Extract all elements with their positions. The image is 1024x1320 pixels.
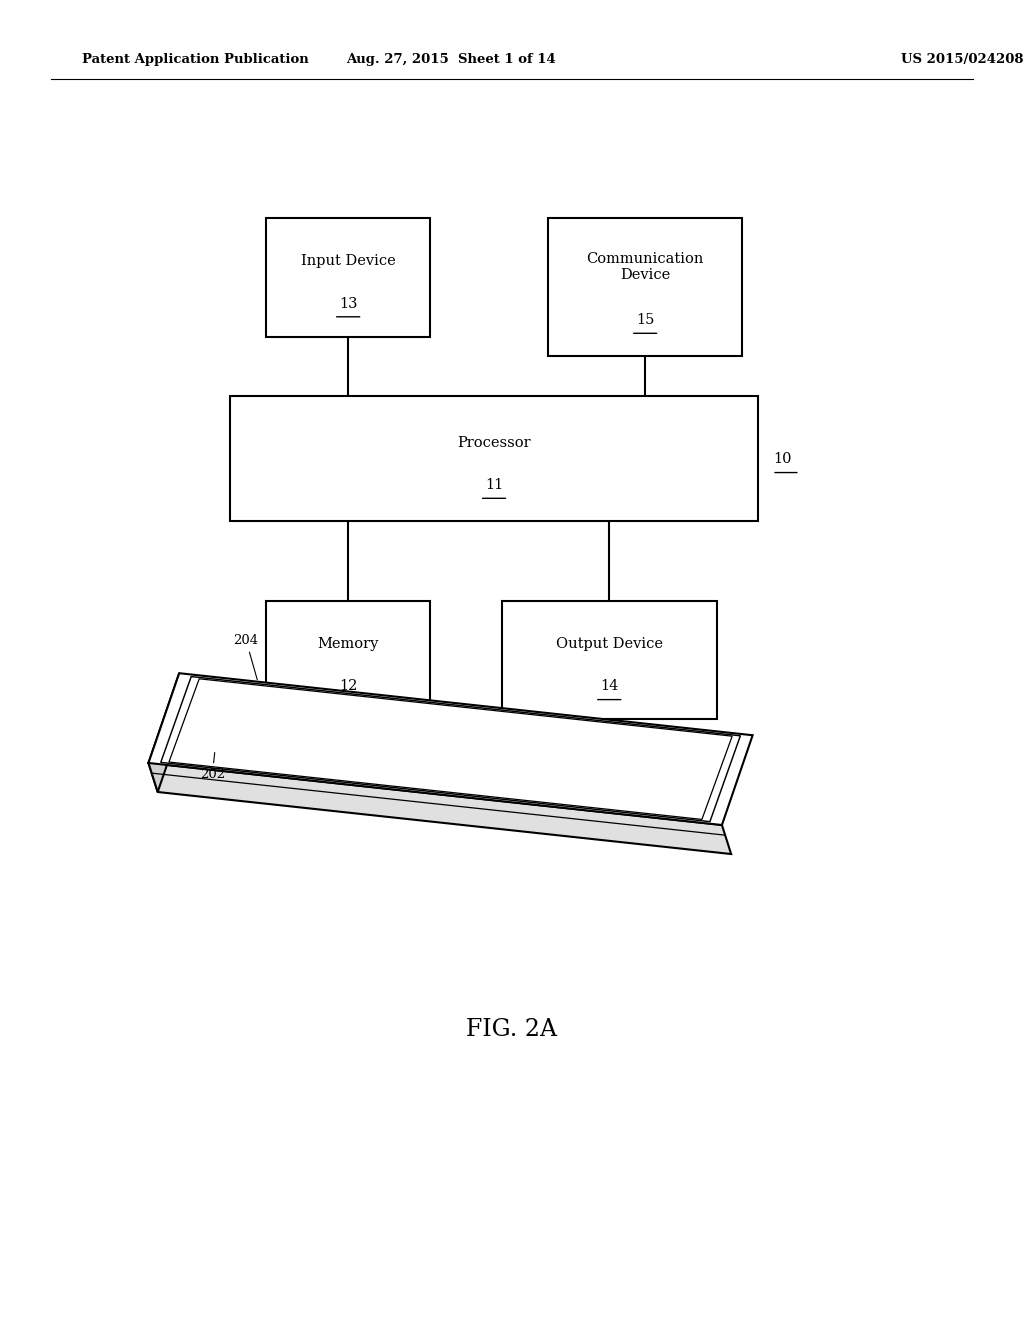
Polygon shape (148, 673, 188, 792)
Bar (548, 218, 742, 356)
Text: 202: 202 (200, 752, 225, 781)
Text: Output Device: Output Device (556, 638, 663, 651)
Text: 11: 11 (485, 478, 503, 492)
Polygon shape (148, 763, 731, 854)
Text: Patent Application Publication: Patent Application Publication (82, 53, 308, 66)
Text: Input Device: Input Device (301, 255, 395, 268)
Polygon shape (161, 677, 740, 821)
Text: Processor: Processor (458, 436, 530, 450)
Polygon shape (148, 673, 753, 825)
Text: FIG. 2A: FIG. 2A (467, 1018, 557, 1041)
Text: 15: 15 (636, 313, 654, 327)
Text: 204: 204 (233, 634, 259, 680)
Text: Communication
Device: Communication Device (587, 252, 703, 282)
Text: Memory: Memory (317, 638, 379, 651)
Text: 14: 14 (600, 680, 618, 693)
Text: 13: 13 (339, 297, 357, 310)
Bar (502, 601, 717, 719)
Bar (230, 396, 758, 521)
Text: 12: 12 (339, 680, 357, 693)
Bar (266, 218, 430, 337)
Polygon shape (169, 678, 732, 820)
Bar (266, 601, 430, 719)
Text: 10: 10 (773, 453, 792, 466)
Text: FIG. 1: FIG. 1 (475, 774, 549, 797)
Text: US 2015/0242083 A1: US 2015/0242083 A1 (901, 53, 1024, 66)
Text: Aug. 27, 2015  Sheet 1 of 14: Aug. 27, 2015 Sheet 1 of 14 (346, 53, 555, 66)
